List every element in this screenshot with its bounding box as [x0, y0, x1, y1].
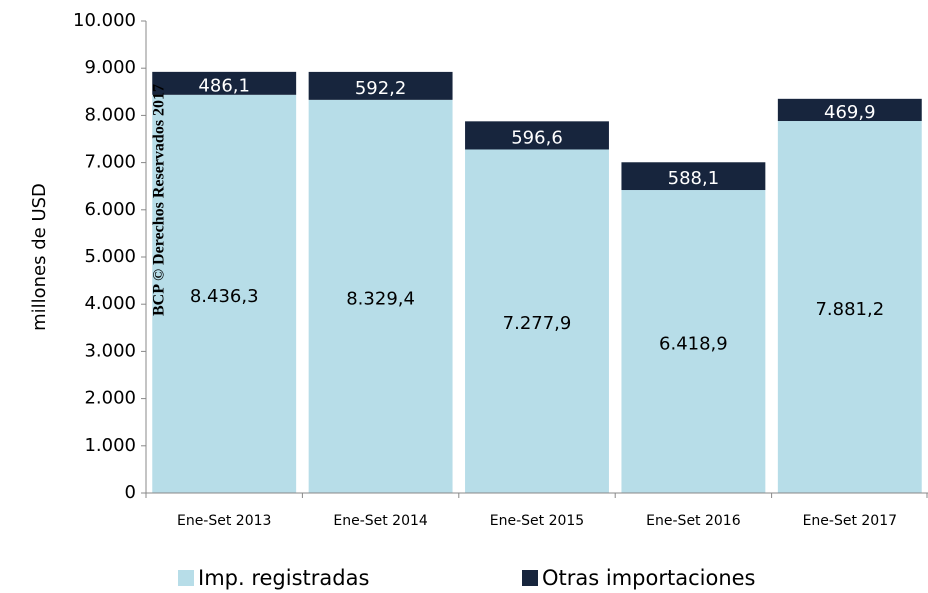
- legend-label: Otras importaciones: [542, 566, 756, 590]
- legend-swatch: [178, 570, 194, 586]
- bar-segment: [777, 98, 922, 122]
- y-tick-label: 9.000: [84, 57, 136, 78]
- y-tick-label: 7.000: [84, 152, 136, 173]
- data-label: 596,6: [511, 127, 563, 148]
- bar-segment: [465, 121, 609, 150]
- watermark: BCP © Derechos Reservados 2017: [151, 84, 168, 316]
- y-tick-label: 0: [125, 482, 136, 503]
- data-label: 7.881,2: [815, 299, 884, 320]
- y-axis-label: millones de USD: [29, 183, 50, 331]
- x-tick-label: Ene-Set 2014: [333, 513, 428, 529]
- bar-segment: [465, 149, 609, 493]
- bar-segment: [777, 121, 922, 494]
- x-tick-label: Ene-Set 2017: [803, 513, 897, 529]
- data-label: 588,1: [668, 168, 720, 189]
- bar-segment: [152, 94, 297, 493]
- y-tick-label: 10.000: [73, 10, 136, 31]
- y-tick-label: 2.000: [84, 388, 136, 409]
- data-label: 469,9: [824, 102, 876, 123]
- x-tick-label: Ene-Set 2013: [177, 513, 271, 529]
- data-label: 8.329,4: [346, 288, 415, 309]
- legend-swatch: [522, 570, 538, 586]
- y-tick-label: 4.000: [84, 293, 136, 314]
- y-tick-label: 3.000: [84, 340, 136, 361]
- x-tick-label: Ene-Set 2015: [490, 513, 584, 529]
- y-tick-label: 1.000: [84, 435, 136, 456]
- bar-segment: [621, 162, 766, 191]
- bar-segment: [152, 71, 297, 95]
- data-label: 8.436,3: [190, 286, 259, 307]
- bar-segment: [621, 190, 766, 493]
- legend-label: Imp. registradas: [198, 566, 369, 590]
- data-label: 6.418,9: [659, 334, 728, 355]
- bar-segment: [308, 71, 453, 100]
- data-label: 7.277,9: [503, 313, 572, 334]
- y-tick-label: 8.000: [84, 104, 136, 125]
- data-label: 592,2: [355, 78, 407, 99]
- bar-segment: [308, 99, 453, 493]
- y-tick-label: 6.000: [84, 199, 136, 220]
- x-tick-label: Ene-Set 2016: [646, 513, 741, 529]
- data-label: 486,1: [198, 75, 250, 96]
- y-tick-label: 5.000: [84, 246, 136, 267]
